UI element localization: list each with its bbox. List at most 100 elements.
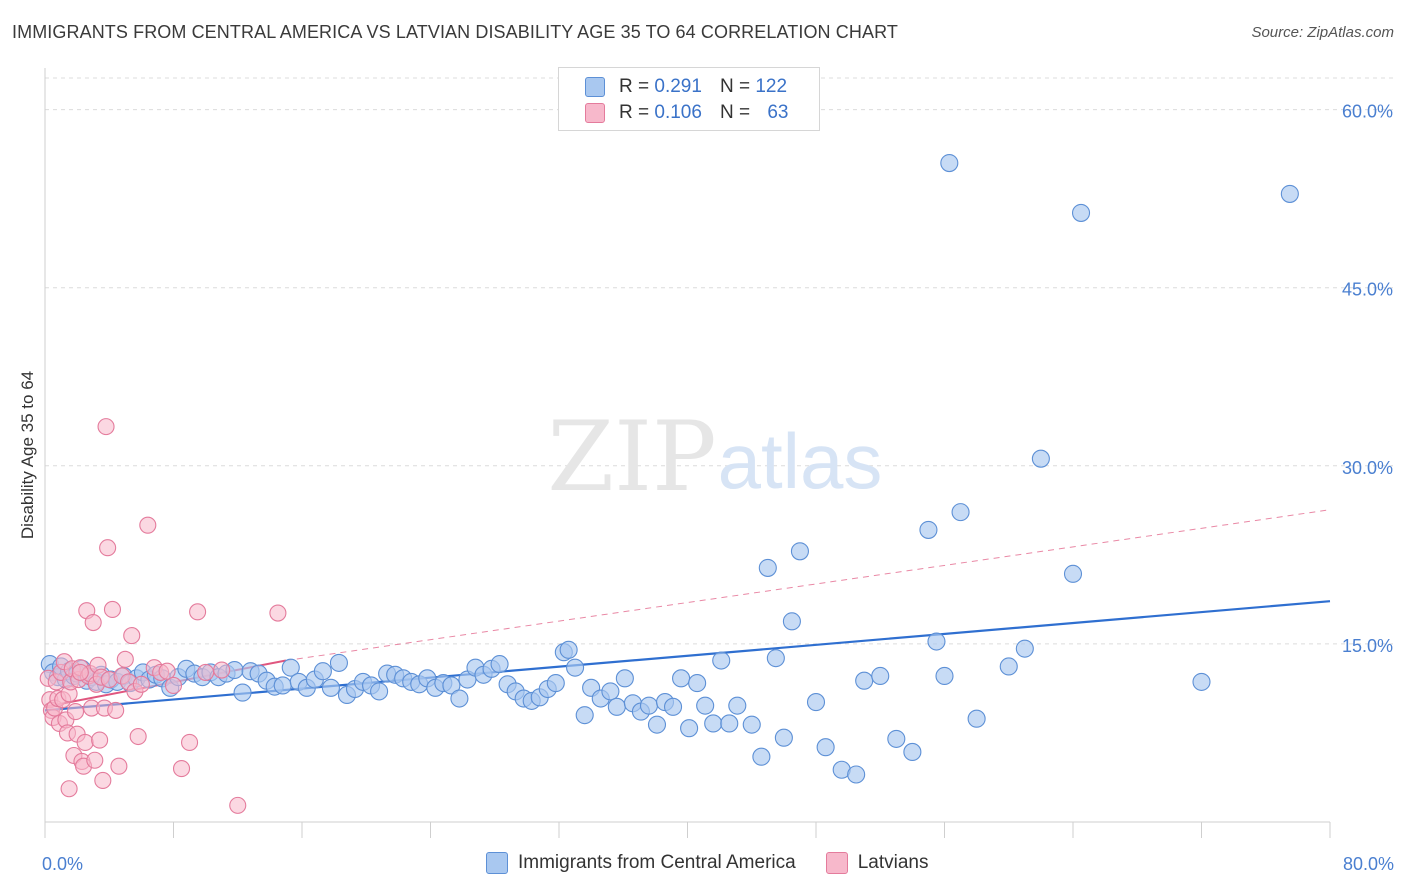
- point-central-america: [790, 542, 809, 561]
- point-central-america: [752, 747, 771, 766]
- point-latvians: [229, 796, 247, 814]
- blue-swatch: [585, 77, 605, 97]
- point-central-america: [855, 671, 874, 690]
- y-tick-label: 45.0%: [1342, 280, 1393, 300]
- point-latvians: [132, 675, 150, 693]
- watermark: ZIP atlas: [547, 401, 882, 513]
- point-latvians: [97, 418, 115, 436]
- legend-label: Latvians: [857, 852, 929, 873]
- point-central-america: [935, 666, 954, 686]
- point-latvians: [123, 627, 141, 645]
- point-latvians: [66, 703, 85, 721]
- point-central-america: [1063, 564, 1083, 583]
- point-latvians: [103, 600, 122, 619]
- point-central-america: [847, 765, 866, 784]
- point-central-america: [951, 503, 970, 522]
- r-label: R =: [619, 102, 650, 123]
- point-central-america: [774, 728, 793, 747]
- point-latvians: [181, 733, 199, 752]
- point-central-america: [758, 558, 777, 577]
- point-central-america: [871, 666, 890, 686]
- point-central-america: [450, 689, 469, 708]
- point-central-america: [639, 696, 659, 715]
- n-label: N =: [719, 102, 751, 123]
- point-central-america: [370, 682, 389, 701]
- point-central-america: [887, 729, 906, 748]
- point-central-america: [273, 676, 292, 695]
- legend-row-blue: R = 0.291 N = 122: [585, 75, 787, 99]
- point-latvians: [269, 604, 287, 622]
- point-latvians: [164, 676, 183, 695]
- point-central-america: [1071, 203, 1091, 222]
- blue-swatch: [486, 852, 508, 874]
- point-central-america: [313, 662, 332, 681]
- point-central-america: [728, 696, 747, 715]
- trendline-latvians-extended: [285, 509, 1331, 662]
- point-latvians: [213, 661, 231, 679]
- point-central-america: [816, 738, 835, 757]
- point-central-america: [680, 719, 699, 738]
- point-central-america: [546, 674, 565, 693]
- point-central-america: [281, 658, 300, 677]
- point-central-america: [1031, 449, 1050, 468]
- y-tick-label: 15.0%: [1342, 636, 1393, 656]
- tick-labels: 15.0% 30.0% 45.0% 60.0% 0.0% 80.0%: [42, 102, 1394, 874]
- y-tick-label: 60.0%: [1342, 102, 1393, 122]
- point-central-america: [782, 612, 801, 631]
- point-latvians: [76, 733, 94, 752]
- y-axis-label: Disability Age 35 to 64: [18, 370, 37, 540]
- point-central-america: [1192, 672, 1211, 691]
- point-central-america: [919, 520, 938, 539]
- point-central-america: [615, 669, 634, 688]
- point-central-america: [712, 651, 731, 670]
- point-latvians: [139, 516, 157, 534]
- point-latvians: [158, 662, 176, 680]
- n-label: N =: [719, 76, 751, 97]
- n-value: 63: [767, 102, 789, 123]
- x-tick-label: 80.0%: [1343, 854, 1394, 874]
- point-central-america: [704, 714, 723, 733]
- point-central-america: [999, 657, 1018, 676]
- chart-title: IMMIGRANTS FROM CENTRAL AMERICA VS LATVI…: [12, 22, 898, 42]
- point-central-america: [647, 715, 667, 734]
- watermark-atlas: atlas: [718, 417, 883, 505]
- point-central-america: [742, 715, 761, 734]
- point-latvians: [91, 731, 109, 749]
- point-latvians: [107, 701, 125, 719]
- point-central-america: [663, 697, 683, 716]
- point-central-america: [720, 714, 739, 733]
- point-latvians: [94, 771, 112, 789]
- point-central-america: [1280, 184, 1299, 203]
- point-central-america: [688, 674, 707, 693]
- point-latvians: [189, 603, 207, 621]
- point-central-america: [321, 678, 340, 697]
- point-latvians: [71, 663, 89, 681]
- legend-label: Immigrants from Central America: [518, 852, 796, 873]
- grid-lines: [45, 77, 1395, 645]
- point-central-america: [766, 649, 785, 668]
- y-tick-label: 30.0%: [1342, 458, 1393, 478]
- correlation-legend: R = 0.291 N = 122 R = 0.106 N = 63: [558, 67, 820, 131]
- point-central-america: [559, 640, 578, 659]
- point-latvians: [60, 780, 78, 798]
- point-latvians: [99, 539, 117, 557]
- legend-item-latvians[interactable]: Latvians: [825, 852, 929, 874]
- data-points: [39, 153, 1299, 814]
- point-central-america: [233, 683, 252, 702]
- point-central-america: [927, 632, 946, 651]
- point-latvians: [110, 757, 128, 775]
- point-latvians: [172, 760, 191, 778]
- point-central-america: [601, 682, 620, 701]
- point-central-america: [329, 653, 348, 672]
- point-central-america: [575, 706, 594, 725]
- series-legend: Immigrants from Central America Latvians: [486, 852, 958, 874]
- watermark-zip: ZIP: [547, 401, 716, 513]
- point-latvians: [84, 613, 102, 632]
- r-value: 0.291: [654, 76, 702, 97]
- legend-item-central-america[interactable]: Immigrants from Central America: [486, 852, 796, 874]
- axes: [44, 68, 1331, 838]
- point-central-america: [490, 655, 509, 674]
- point-latvians: [197, 663, 215, 681]
- r-value: 0.106: [654, 102, 702, 123]
